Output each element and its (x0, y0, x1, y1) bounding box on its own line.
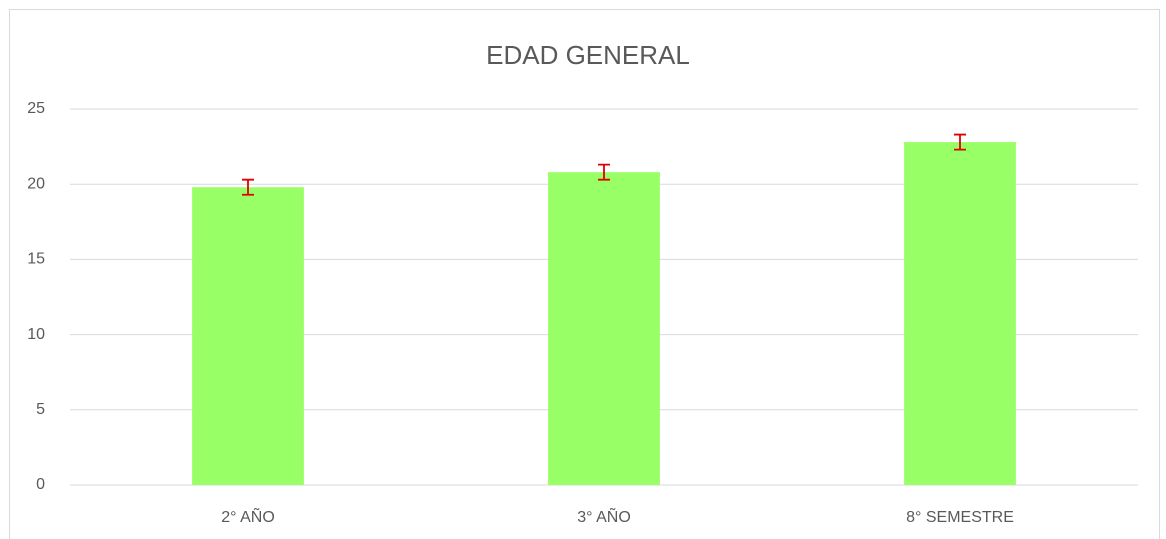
error-bar (954, 133, 966, 151)
error-bar (242, 178, 254, 196)
x-tick-label: 8° SEMESTRE (906, 509, 1014, 526)
y-tick-label: 20 (27, 175, 45, 192)
y-tick-label: 25 (27, 100, 45, 117)
x-tick-label: 2° AÑO (221, 506, 275, 526)
y-tick-label: 0 (36, 476, 45, 493)
y-tick-label: 15 (27, 251, 45, 268)
bar (192, 187, 304, 485)
error-bar (598, 163, 610, 181)
chart-title: EDAD GENERAL (486, 40, 690, 70)
bar (548, 172, 660, 485)
y-tick-label: 10 (27, 326, 45, 343)
bar (904, 142, 1016, 485)
x-tick-label: 3° AÑO (577, 506, 631, 526)
y-tick-label: 5 (36, 401, 45, 418)
